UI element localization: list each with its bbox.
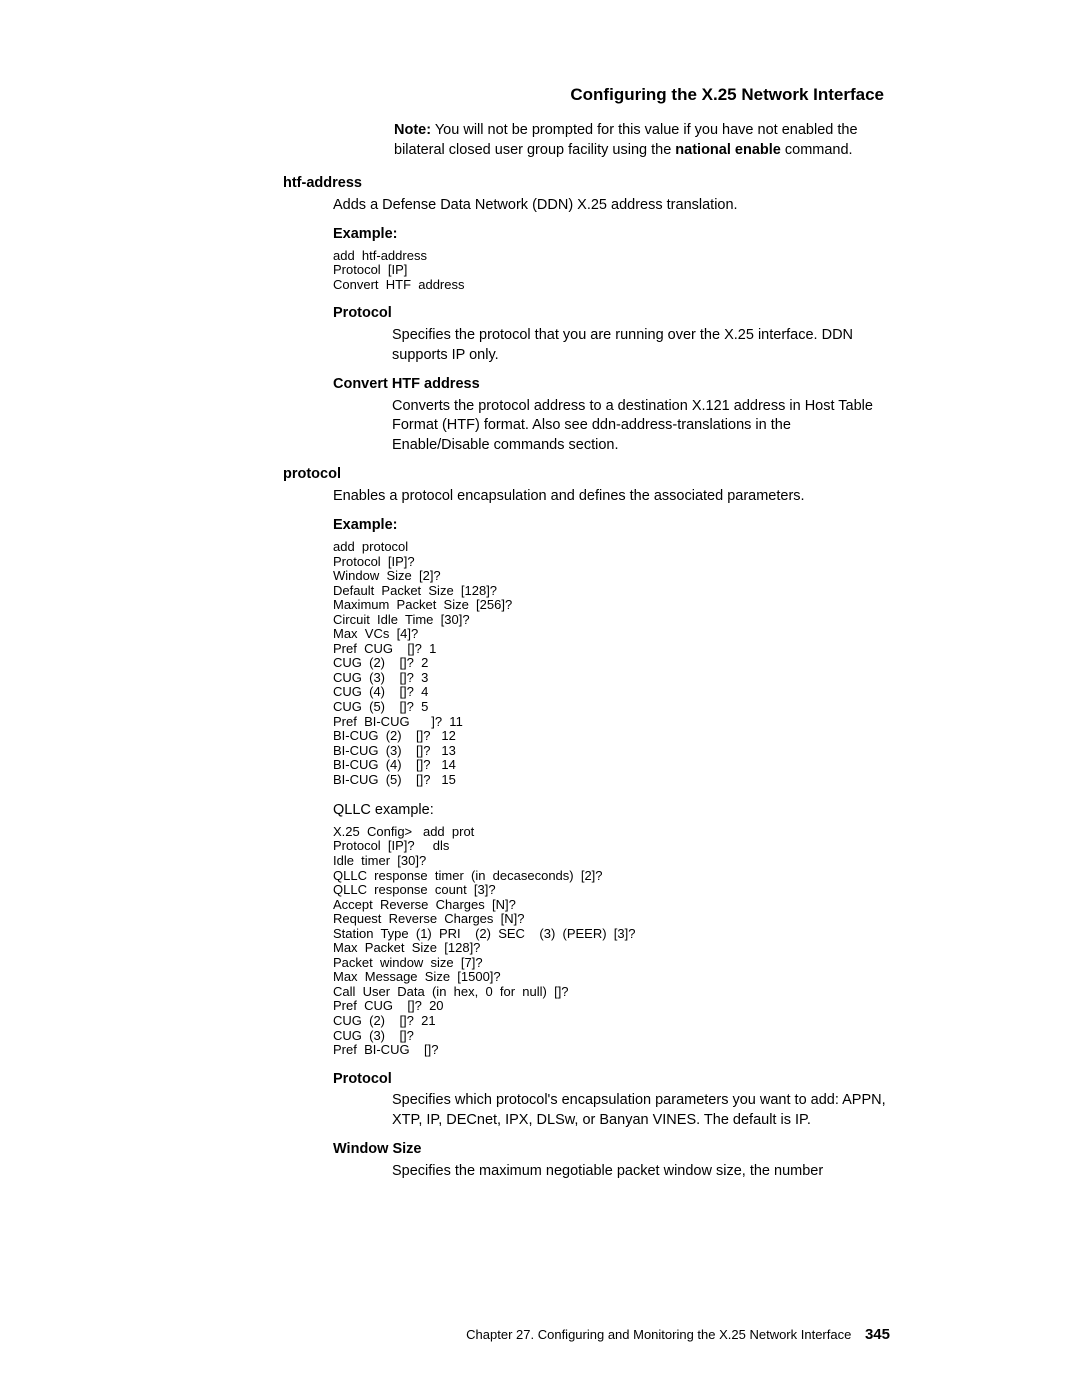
page-chapter-heading: Configuring the X.25 Network Interface — [194, 84, 890, 107]
qllc-example-code: X.25 Config> add prot Protocol [IP]? dls… — [333, 825, 890, 1058]
htf-protocol-desc: Specifies the protocol that you are runn… — [392, 326, 890, 365]
protocol-param-winsize-desc: Specifies the maximum negotiable packet … — [392, 1162, 890, 1182]
term-htf-address: htf-address — [283, 174, 890, 194]
protocol-example-label: Example: — [333, 516, 890, 536]
note-bold-command: national enable — [675, 142, 781, 158]
protocol-example-code: add protocol Protocol [IP]? Window Size … — [333, 540, 890, 787]
htf-example-label: Example: — [333, 225, 890, 245]
htf-convert-desc: Converts the protocol address to a desti… — [392, 397, 890, 456]
htf-convert-label: Convert HTF address — [333, 375, 890, 395]
page-footer: Chapter 27. Configuring and Monitoring t… — [466, 1325, 890, 1345]
protocol-param-protocol-desc: Specifies which protocol's encapsulation… — [392, 1091, 890, 1130]
htf-protocol-label: Protocol — [333, 304, 890, 324]
htf-desc: Adds a Defense Data Network (DDN) X.25 a… — [333, 196, 890, 216]
note-block: Note: You will not be prompted for this … — [394, 121, 890, 160]
note-label: Note: — [394, 122, 431, 138]
protocol-desc: Enables a protocol encapsulation and def… — [333, 487, 890, 507]
footer-chapter: Chapter 27. Configuring and Monitoring t… — [466, 1327, 851, 1342]
term-protocol: protocol — [283, 465, 890, 485]
protocol-param-protocol-label: Protocol — [333, 1070, 890, 1090]
protocol-param-winsize-label: Window Size — [333, 1140, 890, 1160]
htf-example-code: add htf-address Protocol [IP] Convert HT… — [333, 249, 890, 293]
footer-page-number: 345 — [865, 1326, 890, 1343]
qllc-example-label: QLLC example: — [333, 801, 890, 821]
note-text-b: command. — [781, 142, 853, 158]
